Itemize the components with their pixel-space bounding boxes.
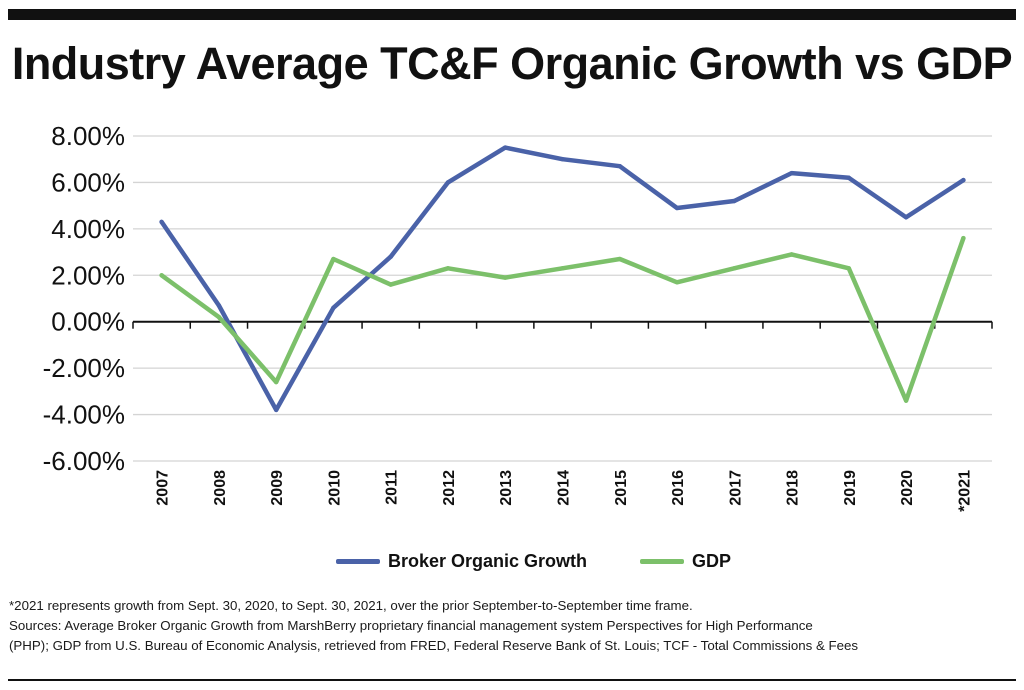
footnote-line: (PHP); GDP from U.S. Bureau of Economic … [9,638,859,653]
data-point-broker-organic-growth [903,215,909,220]
data-point-broker-organic-growth [560,157,565,162]
x-tick-label: 2015 [613,470,630,506]
data-point-gdp [789,252,794,257]
data-point-gdp [903,398,909,403]
data-point-broker-organic-growth [732,198,737,204]
footnote-line: *2021 represents growth from Sept. 30, 2… [9,598,693,613]
x-tick-label: 2009 [269,470,286,506]
y-tick-label: 6.00% [51,167,125,197]
y-tick-label: -4.00% [43,400,125,430]
data-point-gdp [273,379,279,385]
data-point-broker-organic-growth [503,145,508,150]
legend-item-broker-organic-growth: Broker Organic Growth [336,546,587,576]
x-tick-label: 2011 [384,470,401,505]
data-point-broker-organic-growth [789,170,794,176]
chart-title: Industry Average TC&F Organic Growth vs … [11,38,1013,89]
data-point-broker-organic-growth [273,407,279,413]
x-tick-label: 2016 [670,470,687,506]
footnote-line: Sources: Average Broker Organic Growth f… [9,618,813,633]
data-point-gdp [961,235,966,241]
x-tick-label: 2013 [498,470,515,506]
legend-item-gdp: GDP [640,546,731,576]
data-point-gdp [732,266,737,271]
x-tick-label: 2017 [727,470,744,506]
y-tick-label: 0.00% [51,307,125,337]
data-point-gdp [846,266,852,271]
data-point-broker-organic-growth [617,163,622,169]
data-point-gdp [331,256,336,262]
data-point-broker-organic-growth [846,175,852,180]
bottom-rule [8,679,1016,681]
footnotes: *2021 represents growth from Sept. 30, 2… [9,596,1015,656]
data-point-broker-organic-growth [216,303,222,308]
x-tick-label: 2007 [155,470,172,506]
y-tick-label: 8.00% [51,121,125,151]
legend-label-broker-organic-growth: Broker Organic Growth [388,550,588,571]
legend-label-gdp: GDP [692,550,732,571]
data-point-gdp [617,256,622,262]
line-chart: 8.00% 6.00% 4.00% 2.00% 0.00% -2.00% -4.00% -6.… [43,121,993,512]
top-rule [8,9,1016,20]
data-point-gdp [503,275,508,280]
data-point-gdp [674,280,680,285]
data-point-broker-organic-growth [331,305,336,310]
y-tick-label: -6.00% [43,446,125,476]
x-tick-label: 2018 [785,470,802,506]
x-tick-label: 2012 [441,470,458,506]
y-tick-label: 4.00% [51,214,125,244]
legend-swatch-gdp [640,558,684,564]
y-tick-label: 2.00% [51,260,125,290]
x-tick-label: 2014 [556,470,573,506]
data-point-gdp [216,314,222,320]
data-point-broker-organic-growth [159,219,164,225]
data-point-gdp [560,266,565,271]
series-line-gdp [159,235,966,403]
x-tick-label: *2021 [956,470,973,512]
x-tick-label: 2020 [899,470,916,506]
x-tick-label: 2019 [842,470,859,506]
data-point-broker-organic-growth [388,254,393,259]
data-point-broker-organic-growth [961,177,966,183]
legend-swatch-broker-organic-growth [336,558,380,564]
y-tick-label: -2.00% [43,353,125,383]
x-tick-label: 2010 [326,470,343,506]
data-point-gdp [445,266,451,271]
legend: Broker Organic Growth GDP [0,546,1024,576]
data-point-broker-organic-growth [674,205,680,211]
data-point-gdp [159,273,164,278]
data-point-gdp [388,282,393,287]
data-point-broker-organic-growth [445,180,451,185]
x-tick-label: 2008 [212,470,229,506]
